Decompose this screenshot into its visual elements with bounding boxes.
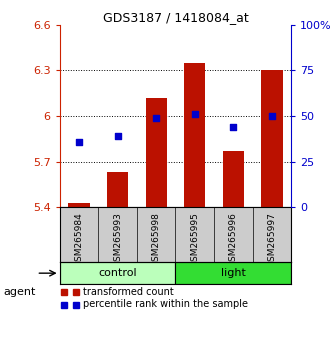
Text: GSM265996: GSM265996 bbox=[229, 212, 238, 267]
Text: agent: agent bbox=[3, 287, 36, 297]
Point bbox=[115, 133, 120, 139]
Point bbox=[76, 139, 81, 144]
Text: transformed count: transformed count bbox=[83, 287, 173, 297]
Text: GSM265995: GSM265995 bbox=[190, 212, 199, 267]
Bar bbox=[146, 98, 167, 207]
Text: GSM265998: GSM265998 bbox=[152, 212, 161, 267]
Bar bbox=[107, 172, 128, 207]
Bar bbox=[60, 262, 175, 284]
Text: light: light bbox=[221, 268, 246, 278]
Point bbox=[192, 112, 197, 117]
Bar bbox=[175, 262, 291, 284]
Text: GSM265984: GSM265984 bbox=[74, 212, 83, 267]
Point bbox=[231, 124, 236, 130]
Bar bbox=[261, 70, 283, 207]
Point bbox=[269, 113, 275, 119]
Bar bbox=[68, 203, 89, 207]
Bar bbox=[223, 151, 244, 207]
Text: GSM265993: GSM265993 bbox=[113, 212, 122, 267]
Title: GDS3187 / 1418084_at: GDS3187 / 1418084_at bbox=[103, 11, 248, 24]
Text: control: control bbox=[98, 268, 137, 278]
Text: percentile rank within the sample: percentile rank within the sample bbox=[83, 299, 248, 309]
Bar bbox=[184, 63, 205, 207]
Point bbox=[154, 115, 159, 121]
Text: GSM265997: GSM265997 bbox=[267, 212, 276, 267]
